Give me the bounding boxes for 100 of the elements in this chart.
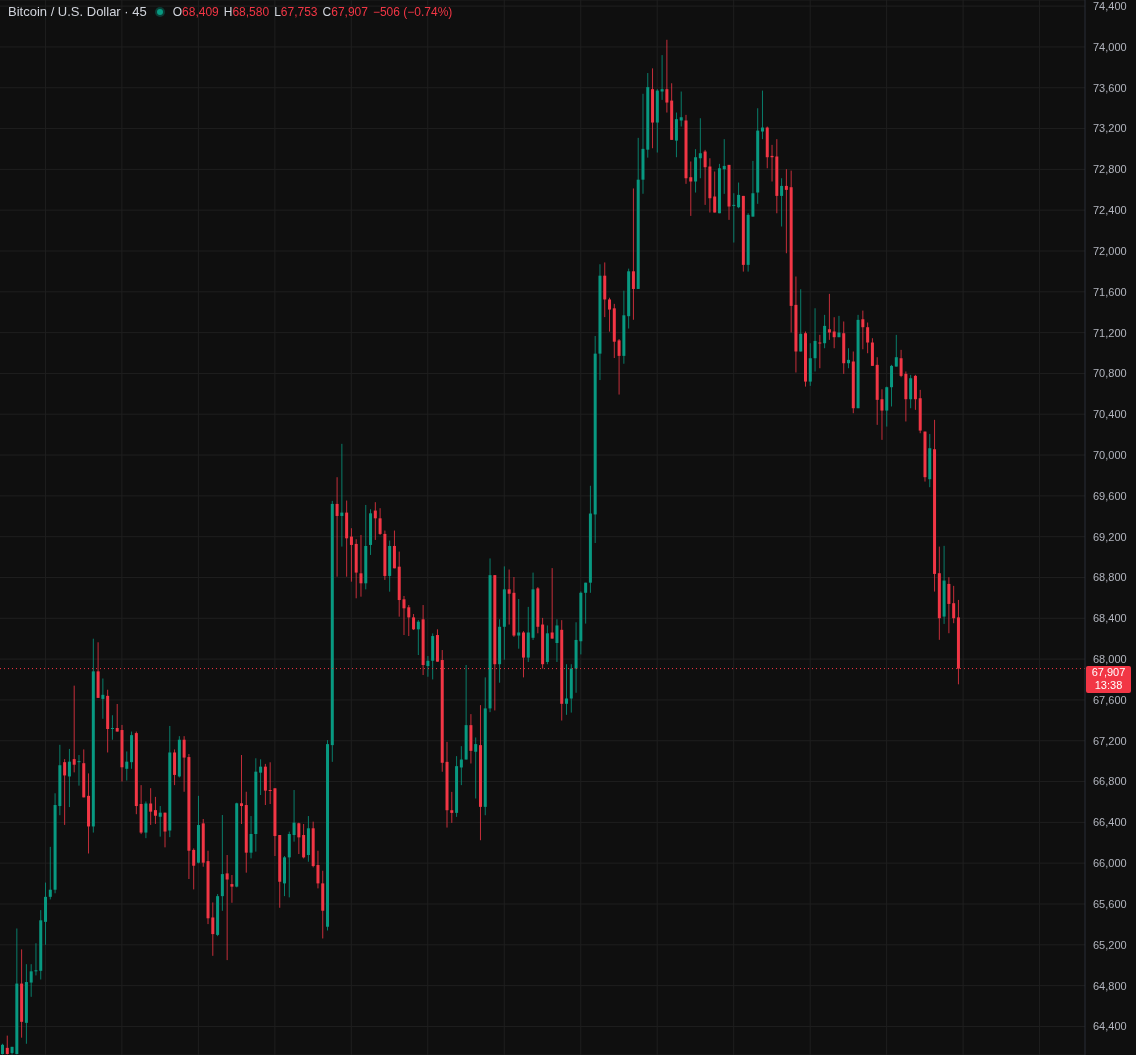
text: 13:38 [1093,678,1124,692]
candlestick [450,791,454,824]
candlestick [894,334,898,368]
candlestick [674,112,678,158]
candlestick [297,822,301,855]
candlestick [192,847,196,890]
candlestick [660,54,664,101]
y-tick-label: 72,000 [1093,244,1127,257]
candlestick [827,293,831,341]
candlestick [407,604,411,637]
candlestick [158,805,162,838]
candlestick [890,364,894,407]
annotation: L67,753 [274,4,318,19]
candlestick [760,90,764,140]
y-tick-label: 68,000 [1093,653,1127,666]
candlestick [603,261,607,318]
annotation: O68,409 [172,4,219,19]
candlestick [631,187,635,321]
candlestick [249,815,253,859]
candlestick [713,171,717,214]
candlestick [426,655,430,678]
candlestick [63,758,67,826]
candlestick [885,386,889,428]
y-tick-label: 70,000 [1093,448,1127,461]
candlestick [48,846,52,900]
y-tick-label: 65,600 [1093,897,1127,910]
candlestick [909,374,913,409]
candlestick [340,443,344,548]
annotation: −506 (−0.74%) [372,4,453,19]
candlestick [34,942,38,976]
chart-title: Bitcoin / U.S. Dollar · 45 [8,4,147,19]
candlestick [565,663,569,716]
annotation: C67,907 [322,4,368,19]
candlestick [359,534,363,598]
candlestick [173,748,177,786]
y-tick-label: 71,600 [1093,285,1127,298]
candlestick [818,334,822,369]
candlestick [77,754,81,787]
y-tick-label: 65,200 [1093,938,1127,951]
candlestick [392,530,396,569]
candlestick [153,796,157,825]
candlestick [416,619,420,656]
candlestick [847,347,851,369]
y-tick-label: 73,600 [1093,81,1127,94]
y-tick-label: 74,000 [1093,40,1127,53]
y-tick-label: 69,200 [1093,530,1127,543]
candlestick [913,374,917,411]
candlestick [617,338,621,396]
y-tick-label: 68,400 [1093,612,1127,625]
y-tick-label: 67,200 [1093,734,1127,747]
candlestick [698,117,702,179]
candlestick [737,182,741,209]
candlestick [287,831,291,898]
candlestick [163,812,167,848]
candlestick [302,823,306,859]
y-tick-label: 64,400 [1093,1020,1127,1033]
candlestick [259,758,263,796]
candlestick [149,787,153,826]
candlestick [29,963,33,998]
annotation: H68,580 [223,4,270,19]
candlestick [335,476,339,578]
candlestick [67,748,71,808]
y-tick-label: 72,400 [1093,204,1127,217]
candlestick [722,138,726,195]
candlestick [784,168,788,254]
candlestick [866,322,870,354]
y-tick-label: 68,800 [1093,571,1127,584]
candlestick [665,39,669,114]
candlestick [230,874,234,904]
y-tick-label: 72,800 [1093,163,1127,176]
candlestick [239,754,243,825]
candlestick [608,297,612,333]
candlestick [947,576,951,634]
candlestick [703,149,707,206]
y-tick-label: 70,400 [1093,408,1127,421]
candlestick [373,501,377,541]
y-tick-label: 64,800 [1093,979,1127,992]
candlestick [808,342,812,387]
y-tick-label: 74,400 [1093,0,1127,13]
candlestick [220,814,224,912]
candlestick [72,685,76,773]
candlestick [870,337,874,367]
y-tick-label: 73,200 [1093,122,1127,135]
y-tick-label: 71,200 [1093,326,1127,339]
candlestick [292,789,296,843]
y-tick-label: 66,000 [1093,857,1127,870]
candlestick [378,507,382,536]
candlestick [813,307,817,372]
candlestick [474,736,478,799]
candlestick [349,527,353,583]
candlestick [110,714,114,741]
candlestick [823,314,827,349]
candlestick [225,854,229,961]
candlestick [555,618,559,663]
candlestick [584,582,588,625]
ref-line-label: 67,907 [1090,665,1127,679]
y-tick-label: 67,600 [1093,693,1127,706]
candlestick [780,177,784,228]
candlestick [952,585,956,624]
y-tick-label: 70,800 [1093,367,1127,380]
